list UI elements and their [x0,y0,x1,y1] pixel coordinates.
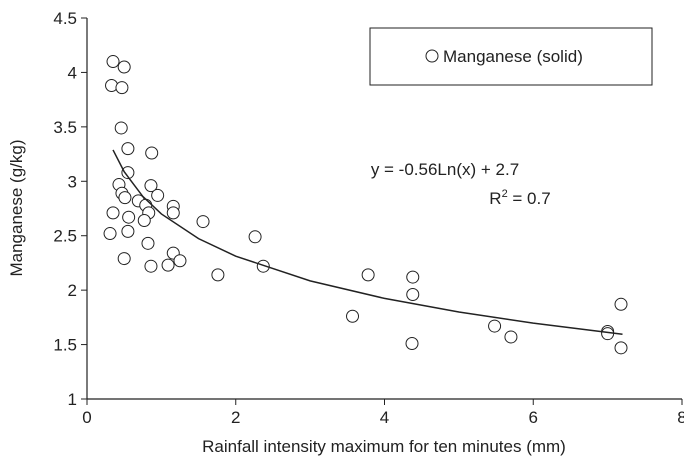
x-tick-label: 4 [380,408,389,427]
legend-marker [425,49,439,63]
y-tick-label: 4 [68,63,77,82]
data-point [601,327,615,341]
y-tick-label: 1 [68,390,77,409]
data-point [248,230,262,244]
data-point [141,236,155,250]
data-point [614,341,628,355]
y-axis-label: Manganese (g/kg) [7,139,26,276]
data-point [117,60,131,74]
data-point [121,166,135,180]
y-tick-label: 2.5 [53,227,77,246]
y-tick-label: 4.5 [53,9,77,28]
trend-equation: y = -0.56Ln(x) + 2.7 [371,160,519,179]
data-point [144,179,158,193]
data-point [117,252,131,266]
data-point [106,55,120,69]
data-point [105,78,119,92]
data-point [145,146,159,160]
data-point [196,215,210,229]
data-point [173,254,187,268]
data-point [256,259,270,273]
data-point [144,259,158,273]
data-point [406,270,420,284]
data-point [361,268,375,282]
data-point [504,330,518,344]
y-tick-label: 1.5 [53,336,77,355]
data-point [166,206,180,220]
legend-box [369,27,653,86]
y-tick-label: 3.5 [53,118,77,137]
r-symbol: R [489,189,501,208]
data-point [114,121,128,135]
data-point [122,210,136,224]
data-point [121,142,135,156]
data-point [161,258,175,272]
trend-line [112,149,623,335]
y-tick-label: 3 [68,172,77,191]
data-point [488,319,502,333]
x-tick-label: 2 [231,408,240,427]
data-point [405,336,419,350]
r-text: = 0.7 [508,189,551,208]
r-exponent: 2 [502,188,508,200]
data-point [211,268,225,282]
data-point [103,227,117,241]
data-point [115,81,129,95]
data-point [346,309,360,323]
legend-label: Manganese (solid) [443,47,583,66]
data-point [137,213,151,227]
y-tick-label: 2 [68,281,77,300]
x-tick-label: 6 [529,408,538,427]
data-point [406,287,420,301]
r-squared: R2 = 0.7 [489,188,550,208]
data-point [614,297,628,311]
data-point [151,188,165,202]
data-point [118,191,132,205]
x-axis-label: Rainfall intensity maximum for ten minut… [202,437,566,456]
data-point [106,206,120,220]
data-point [121,224,135,238]
x-tick-label: 8 [677,408,684,427]
x-tick-label: 0 [82,408,91,427]
